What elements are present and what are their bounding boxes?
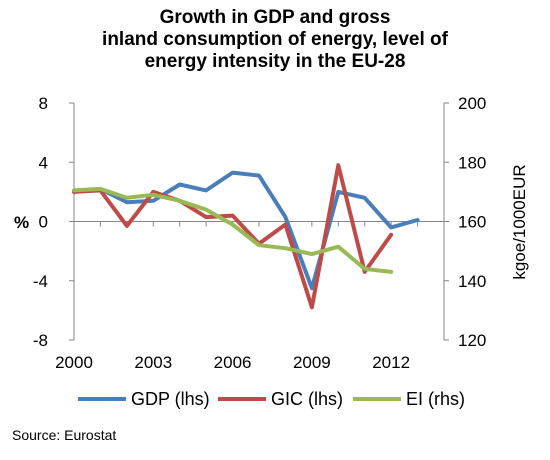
chart-title-line-3: energy intensity in the EU-28	[145, 51, 406, 72]
y-tick-label-right: 180	[458, 153, 486, 172]
y-axis-label-right: kgoe/1000EUR	[510, 164, 529, 279]
x-tick-label: 2012	[372, 353, 410, 372]
legend-label-gdp: GDP (lhs)	[131, 389, 210, 409]
source-note: Source: Eurostat	[12, 427, 116, 443]
series-line-ei	[72, 186, 394, 274]
chart-title: Growth in GDP and gross inland consumpti…	[102, 7, 449, 72]
y-tick-label-left: -4	[33, 272, 48, 291]
y-tick-label-left: 4	[39, 153, 48, 172]
y-axis-label-left: %	[14, 213, 29, 232]
chart-title-line-2: inland consumption of energy, level of	[102, 29, 449, 50]
series-line-gdp	[72, 170, 420, 291]
series-line-gic	[72, 163, 394, 310]
axes: 8 4 0 -4 -8 200 180 160 140 120 2000 2003 2006 2009 20…	[33, 94, 487, 372]
legend-label-gic: GIC (lhs)	[271, 389, 343, 409]
legend: GDP (lhs) GIC (lhs) EI (rhs)	[78, 389, 465, 409]
y-tick-label-right: 140	[458, 272, 486, 291]
y-tick-label-left: -8	[33, 331, 48, 350]
y-tick-label-right: 160	[458, 213, 486, 232]
chart-title-line-1: Growth in GDP and gross	[160, 7, 391, 28]
y-tick-label-left: 8	[39, 94, 48, 113]
series-group	[72, 163, 420, 310]
y-tick-label-right: 200	[458, 94, 486, 113]
legend-label-ei: EI (rhs)	[406, 389, 465, 409]
x-tick-label: 2009	[293, 353, 331, 372]
x-tick-label: 2003	[134, 353, 172, 372]
x-tick-label: 2000	[55, 353, 93, 372]
y-tick-label-left: 0	[39, 213, 48, 232]
y-tick-label-right: 120	[458, 331, 486, 350]
x-tick-label: 2006	[214, 353, 252, 372]
